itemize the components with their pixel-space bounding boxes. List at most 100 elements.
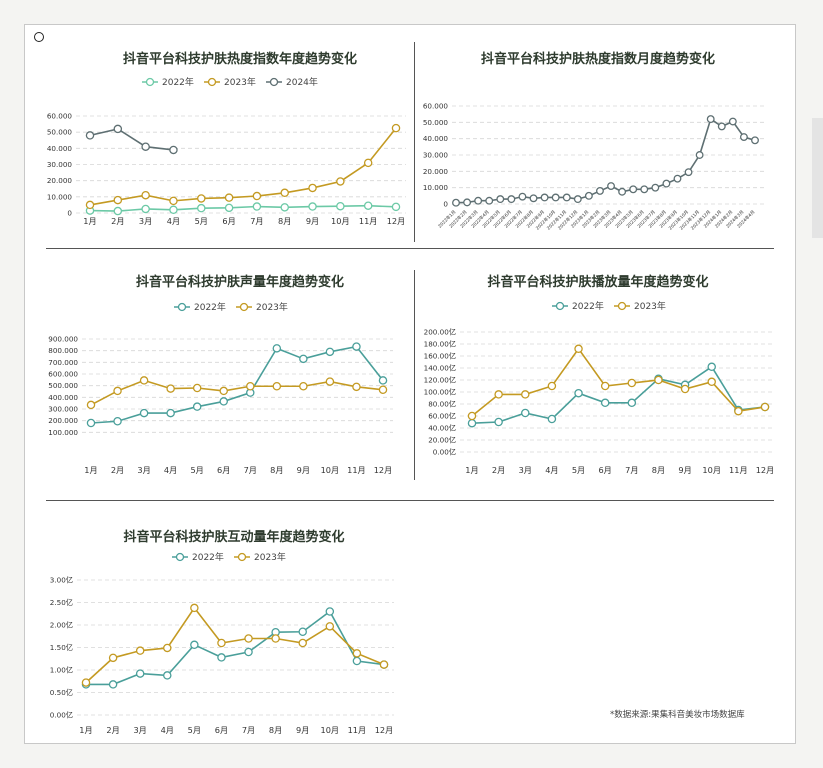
data-point — [81, 678, 91, 687]
x-tick-label: 6月 — [215, 725, 228, 735]
y-tick-label: 400.000 — [48, 393, 78, 402]
y-tick-label: 180.00亿 — [424, 340, 456, 349]
y-tick-label: 160.00亿 — [424, 352, 456, 361]
x-tick-label: 9月 — [306, 216, 319, 226]
y-tick-label: 50.000 — [47, 128, 73, 137]
data-point — [166, 408, 175, 418]
data-point — [352, 382, 361, 392]
data-point — [280, 188, 289, 198]
data-point — [169, 145, 178, 155]
y-tick-label: 200.00亿 — [424, 328, 456, 337]
series-line-2022年 — [471, 365, 766, 424]
x-tick-label: 11月 — [348, 725, 367, 735]
data-point — [197, 194, 206, 203]
legend-label: 2022年 — [572, 300, 604, 312]
data-point — [584, 191, 593, 200]
data-point — [325, 347, 335, 357]
data-point — [85, 200, 95, 210]
chart-title-volume-yearly: 抖音平台科技护肤声量年度趋势变化 — [135, 275, 344, 290]
x-tick-label: 1月 — [83, 216, 96, 226]
data-point — [391, 123, 401, 133]
x-tick-label: 7月 — [625, 465, 638, 475]
legend-label: 2024年 — [286, 76, 318, 88]
legend-label: 2022年 — [162, 76, 194, 88]
data-point — [246, 381, 255, 391]
x-tick-label: 4月 — [167, 216, 180, 226]
x-tick-label: 5月 — [190, 465, 203, 475]
chart-title-play-yearly: 抖音平台科技护肤播放量年度趋势变化 — [487, 275, 709, 290]
data-point — [219, 397, 228, 406]
data-point — [298, 627, 307, 637]
x-tick-label: 10月 — [321, 465, 340, 475]
x-tick-label: 2月 — [492, 465, 505, 475]
data-point — [529, 194, 538, 203]
x-tick-label: 10月 — [321, 725, 340, 735]
legend-marker — [239, 302, 249, 312]
divider-horizontal-2 — [46, 500, 774, 501]
legend-marker — [207, 77, 217, 87]
y-tick-label: 40.000 — [47, 144, 73, 153]
y-tick-label: 2.50亿 — [50, 598, 73, 607]
data-point — [197, 203, 206, 213]
x-tick-label: 12月 — [374, 465, 393, 475]
data-point — [192, 383, 202, 393]
y-tick-label: 700.000 — [48, 358, 78, 367]
x-tick-label: 7月 — [250, 216, 263, 226]
data-point — [336, 177, 345, 186]
data-point — [85, 131, 95, 140]
data-point — [596, 186, 604, 195]
x-tick-label: 4月 — [164, 465, 177, 475]
data-point — [325, 607, 335, 616]
data-point — [573, 195, 582, 204]
data-point — [141, 190, 150, 200]
x-tick-label: 11月 — [729, 465, 748, 475]
series-line-2023年 — [471, 347, 766, 417]
x-tick-label: 4月 — [545, 465, 558, 475]
y-tick-label: 1.50亿 — [50, 643, 73, 652]
data-point — [707, 362, 716, 372]
y-tick-label: 1.00亿 — [50, 666, 73, 675]
series-line-2023年 — [85, 606, 385, 684]
x-tick-label: 2月 — [111, 216, 124, 226]
data-point — [717, 122, 726, 131]
page-edge — [812, 118, 823, 238]
x-tick-label: 3月 — [137, 465, 150, 475]
data-point — [760, 402, 770, 412]
x-tick-label: 6月 — [598, 465, 611, 475]
y-tick-label: 10.000 — [47, 192, 73, 201]
y-tick-label: 120.00亿 — [424, 376, 456, 385]
data-point — [298, 638, 307, 648]
series-line-2023年 — [89, 127, 397, 206]
data-point — [113, 416, 122, 426]
data-point — [308, 183, 317, 193]
x-tick-label: 1月 — [84, 465, 97, 475]
report-frame — [24, 24, 796, 744]
data-point — [494, 417, 503, 427]
data-point — [654, 375, 663, 385]
data-point — [378, 376, 388, 385]
data-point — [224, 193, 234, 202]
data-point — [190, 603, 199, 613]
y-tick-label: 800.000 — [48, 346, 78, 355]
data-point — [217, 653, 226, 662]
legend-marker — [269, 77, 279, 87]
data-point — [521, 408, 530, 418]
x-tick-label: 2月 — [111, 465, 124, 475]
data-point — [467, 411, 477, 421]
data-point — [574, 344, 583, 354]
data-point — [271, 634, 280, 643]
legend-label: 2023年 — [254, 551, 286, 563]
y-tick-label: 20.000 — [47, 176, 73, 185]
y-tick-label: 500.000 — [48, 381, 78, 390]
data-point — [629, 185, 638, 194]
x-tick-label: 12月 — [387, 216, 406, 226]
divider-horizontal-1 — [46, 248, 774, 249]
legend-label: 2022年 — [192, 551, 224, 563]
data-point — [640, 185, 649, 194]
x-tick-label: 7月 — [242, 725, 255, 735]
data-point — [695, 151, 704, 159]
data-point — [108, 680, 118, 689]
x-tick-label: 11月 — [347, 465, 366, 475]
